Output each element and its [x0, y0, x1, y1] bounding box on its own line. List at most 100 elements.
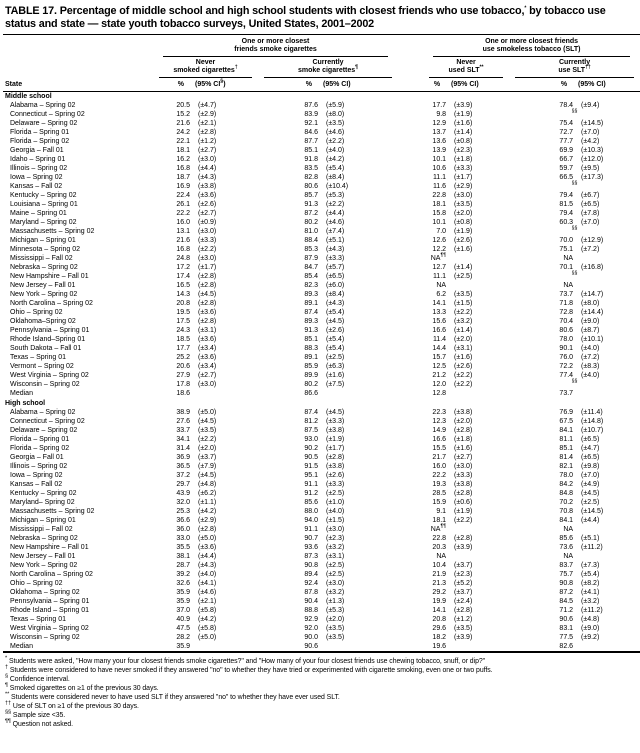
pct-value: 14.1 — [432, 607, 447, 615]
ci-value — [576, 642, 640, 652]
special-marker: §§ — [571, 378, 578, 385]
pct-value: 16.8 — [176, 165, 190, 173]
column-gap — [398, 642, 423, 652]
ci-value: (±3.1) — [198, 327, 217, 335]
pct-value: 14.1 — [432, 300, 447, 308]
ci-value: (±2.8) — [198, 318, 217, 326]
pct-value: 37.0 — [176, 607, 190, 615]
ci-value: (±4.5) — [326, 318, 345, 326]
ci-value: (±1.8) — [454, 156, 473, 164]
column-gap — [398, 344, 423, 353]
pct-value: 18.2 — [432, 634, 447, 642]
ci-value: (±2.5) — [326, 490, 345, 498]
ci-value: (±2.2) — [454, 309, 473, 317]
ci-value: (±1.2) — [198, 138, 217, 146]
ci-value: (±4.4) — [581, 517, 600, 525]
ci-value — [576, 389, 640, 398]
state-cell: Wisconsin – Spring 02 — [10, 381, 80, 389]
ci-value: (±3.1) — [326, 553, 345, 561]
state-cell: Michigan – Spring 01 — [10, 237, 76, 245]
pct-value: 85.6 — [559, 535, 574, 543]
ci-value: (±2.7) — [454, 454, 473, 462]
ci-value: (±5.3) — [326, 192, 345, 200]
ci-value: (±5.4) — [581, 571, 600, 579]
pct-value: 22.3 — [432, 409, 447, 417]
pct-value: 71.2 — [559, 607, 574, 615]
pct-value: 89.3 — [304, 318, 318, 326]
table-row: West Virginia – Spring 02 27.9 (±2.7) 89.9 (… — [3, 371, 640, 380]
ci-value: (±7.0) — [581, 219, 600, 227]
ci-value: (±4.1) — [581, 589, 600, 597]
ci-column-header: (95% CI) — [576, 78, 640, 92]
state-header-spacer — [3, 35, 153, 58]
pct-value: 92.0 — [304, 625, 318, 633]
table-row: Florida – Spring 01 24.2 (±2.8) 84.6 (±4.6) 1… — [3, 128, 640, 137]
column-gap — [398, 137, 423, 146]
pct-value: 85.1 — [304, 147, 318, 155]
ci-value — [321, 389, 398, 398]
pct-value: 80.2 — [304, 219, 318, 227]
ci-value: (±9.8) — [581, 463, 600, 471]
ci-value: (±4.7) — [581, 445, 600, 453]
ci-value: (±14.8) — [581, 418, 604, 426]
ci-value: (±3.0) — [198, 255, 217, 263]
ci-value: (±10.3) — [581, 147, 604, 155]
ci-value: (±14.5) — [581, 120, 604, 128]
state-cell: Ohio – Spring 02 — [10, 309, 63, 317]
ci-value: (±1.9) — [454, 508, 473, 516]
subgroup-header-row: Never smoked cigarettes† Currently smoke… — [3, 57, 640, 79]
state-cell: Massachusetts – Spring 02 — [10, 508, 95, 516]
state-cell: Vermont – Spring 02 — [10, 363, 74, 371]
pct-value: 94.0 — [304, 517, 318, 525]
ci-value: (±2.2) — [326, 201, 345, 209]
column-gap — [398, 552, 423, 561]
ci-value: (±2.2) — [198, 436, 217, 444]
table-row: Pennsylvania – Spring 01 24.3 (±3.1) 91.3 (±… — [3, 326, 640, 335]
footnote: ¶ Smoked cigarettes on ≥1 of the previou… — [5, 682, 159, 693]
state-cell: Maryland– Spring 02 — [10, 499, 75, 507]
section-header-row: High school — [3, 398, 640, 408]
ci-value: (±9.0) — [581, 625, 600, 633]
ci-value: (±3.9) — [454, 634, 473, 642]
subheader-line1: Never — [195, 59, 216, 67]
ci-value: (±7.2) — [581, 246, 600, 254]
ci-value: (±6.2) — [198, 490, 217, 498]
ci-value — [321, 642, 398, 652]
ci-value — [449, 389, 509, 398]
ci-value: (±2.2) — [198, 246, 217, 254]
table-row: Georgia – Fall 01 36.9 (±3.7) 90.5 (±2.8) 21.… — [3, 453, 640, 462]
state-cell: Mississippi – Fall 02 — [10, 255, 73, 263]
ci-value: (±7.5) — [326, 381, 345, 389]
footnotes: * Students were asked, "How many your fo… — [3, 653, 637, 729]
pct-value: 80.6 — [559, 327, 574, 335]
ci-value: (±3.5) — [326, 634, 345, 642]
ci-value: (±0.6) — [454, 499, 473, 507]
ci-value: (±4.4) — [326, 210, 345, 218]
pct-value: 18.5 — [176, 336, 190, 344]
pct-value: 13.9 — [432, 147, 447, 155]
pct-value: 28.2 — [176, 634, 190, 642]
table-row: New Jersey – Fall 01 38.1 (±4.4) 87.3 (±3.1)… — [3, 552, 640, 561]
pct-value: 13.1 — [176, 228, 190, 236]
subheader-line2: use SLT†† — [558, 64, 591, 75]
ci-value: (±3.6) — [198, 544, 217, 552]
ci-value: (±3.5) — [454, 201, 473, 209]
pct-value: 12.8 — [432, 390, 447, 398]
column-gap — [398, 200, 423, 209]
ci-value: (±3.2) — [326, 589, 345, 597]
special-marker: §§ — [571, 225, 578, 232]
pct-value: 35.9 — [176, 598, 190, 606]
pct-value: 91.5 — [304, 463, 318, 471]
table-row: Alabama – Spring 02 20.5 (±4.7) 87.6 (±5.9) 1… — [3, 101, 640, 110]
ci-value: (±2.0) — [198, 445, 217, 453]
column-gap — [398, 110, 423, 119]
pct-value: NA — [436, 553, 447, 561]
column-gap — [398, 254, 423, 263]
pct-value: 17.5 — [176, 318, 190, 326]
pct-value: 70.0 — [559, 237, 574, 245]
pct-value: 17.7 — [432, 102, 447, 110]
ci-value: (±7.2) — [581, 354, 600, 362]
ci-value: (±5.7) — [326, 264, 345, 272]
pct-value: 82.1 — [559, 463, 574, 471]
pct-value: 78.0 — [559, 472, 574, 480]
